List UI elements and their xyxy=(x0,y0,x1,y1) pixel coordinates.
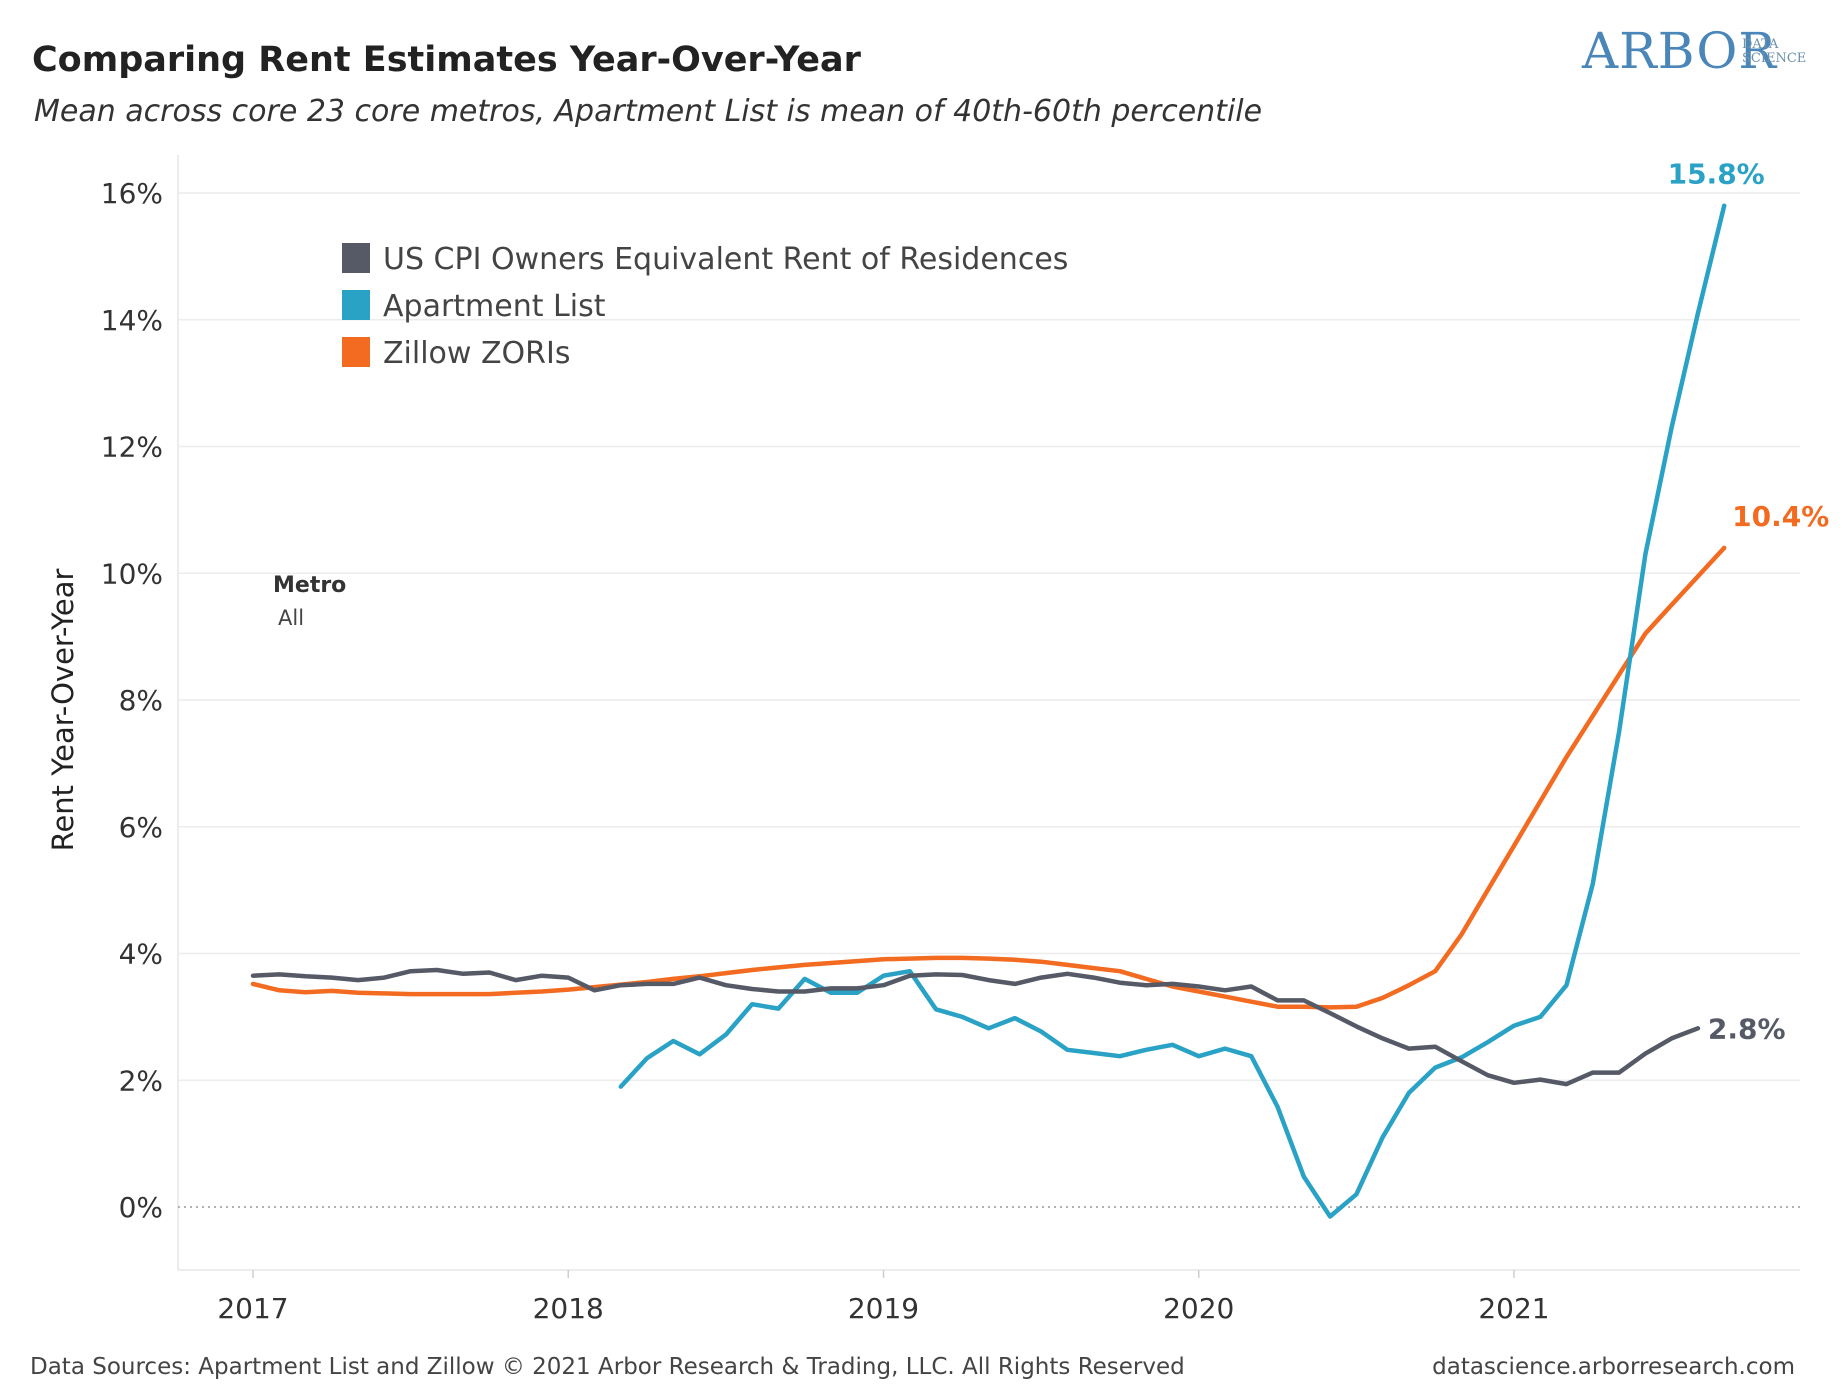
end-value-label: 15.8% xyxy=(1668,158,1765,191)
legend: US CPI Owners Equivalent Rent of Residen… xyxy=(342,242,1068,371)
y-tick-label: 14% xyxy=(101,304,163,337)
y-tick-label: 6% xyxy=(119,811,163,844)
metro-filter[interactable]: Metro All xyxy=(273,573,346,630)
chart-subtitle: Mean across core 23 core metros, Apartme… xyxy=(34,94,1263,129)
legend-swatch xyxy=(342,290,370,320)
logo-subtext: DATA SCIENCE xyxy=(1742,38,1806,66)
y-tick-label: 2% xyxy=(119,1064,163,1097)
y-tick-label: 8% xyxy=(119,684,163,717)
end-value-label: 2.8% xyxy=(1708,1012,1786,1045)
metro-filter-title: Metro xyxy=(273,573,346,598)
legend-item[interactable]: Zillow ZORIs xyxy=(342,336,570,371)
legend-swatch xyxy=(342,243,370,273)
logo-wordmark: ARBOR xyxy=(1582,22,1778,80)
data-source-note: Data Sources: Apartment List and Zillow … xyxy=(30,1354,1185,1380)
y-tick-label: 0% xyxy=(119,1191,163,1224)
series-line-us-cpi-owners-equivalent-rent-of-residences[interactable] xyxy=(250,967,1701,1087)
legend-label: Zillow ZORIs xyxy=(383,336,570,371)
series-line-zillow-zoris[interactable] xyxy=(250,545,1727,1010)
end-value-label: 10.4% xyxy=(1732,500,1829,533)
x-tick-label: 2021 xyxy=(1478,1292,1549,1325)
x-tick-label: 2018 xyxy=(533,1292,604,1325)
legend-item[interactable]: Apartment List xyxy=(342,289,606,324)
y-tick-label: 12% xyxy=(101,431,163,464)
series-line-apartment-list[interactable] xyxy=(618,203,1727,1219)
website-link[interactable]: datascience.arborresearch.com xyxy=(1432,1354,1795,1380)
x-tick-label: 2019 xyxy=(848,1292,919,1325)
metro-filter-value[interactable]: All xyxy=(278,606,304,630)
y-axis-label: Rent Year-Over-Year xyxy=(46,569,80,852)
logo-sub-line1: DATA xyxy=(1742,37,1779,52)
legend-swatch xyxy=(342,337,370,367)
chart-title: Comparing Rent Estimates Year-Over-Year xyxy=(32,40,861,80)
legend-label: Apartment List xyxy=(383,289,606,324)
x-tick-label: 2020 xyxy=(1163,1292,1234,1325)
legend-label: US CPI Owners Equivalent Rent of Residen… xyxy=(383,242,1068,277)
y-tick-label: 16% xyxy=(101,177,163,210)
y-tick-label: 10% xyxy=(101,557,163,590)
y-tick-label: 4% xyxy=(119,938,163,971)
legend-item[interactable]: US CPI Owners Equivalent Rent of Residen… xyxy=(342,242,1068,277)
x-tick-label: 2017 xyxy=(217,1292,288,1325)
logo-sub-line2: SCIENCE xyxy=(1742,51,1807,66)
